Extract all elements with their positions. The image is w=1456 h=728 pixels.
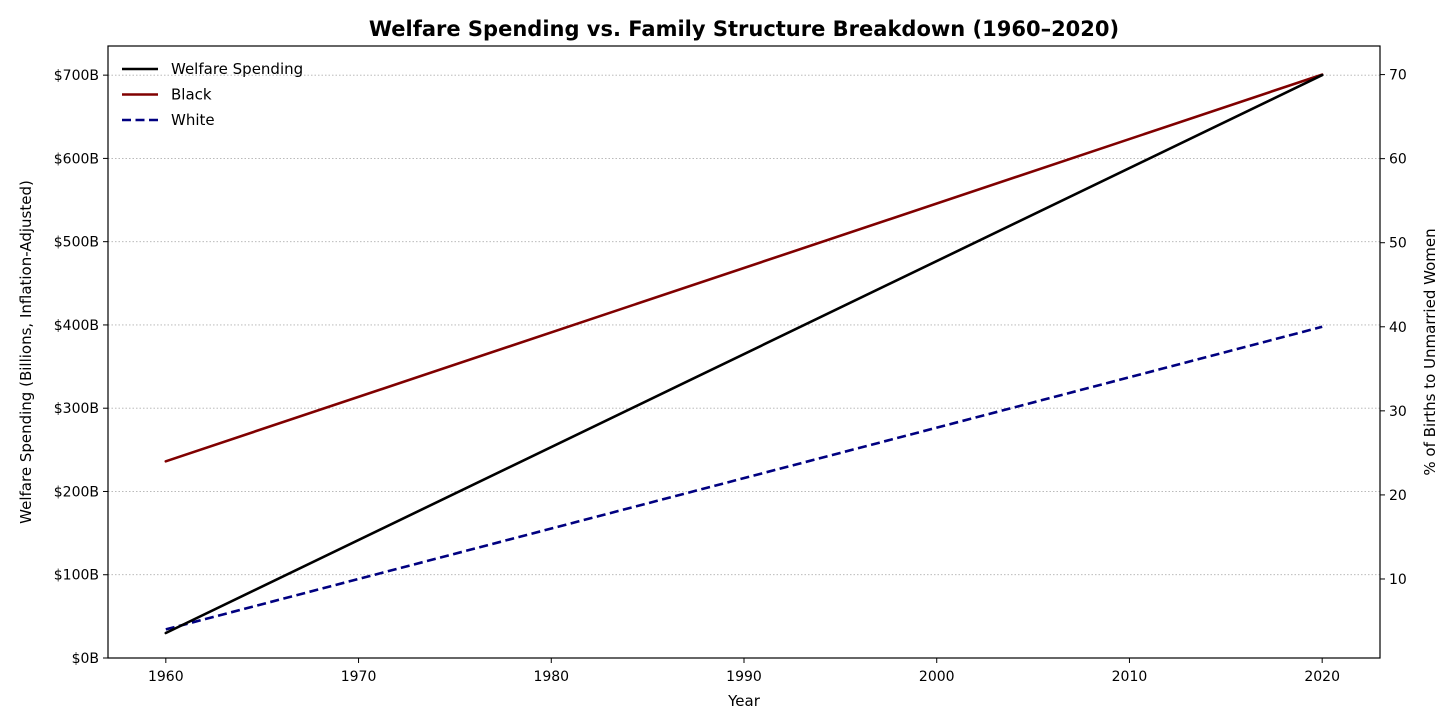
series-line-black — [164, 73, 1324, 463]
y-left-tick-label: $400B — [54, 318, 99, 334]
y-left-tick-label: $700B — [54, 68, 99, 84]
x-axis: 1960 1970 1980 1990 2000 2010 2020 — [148, 658, 1340, 685]
y-axis-right: 10 20 30 40 50 60 70 — [1380, 68, 1407, 588]
y-left-tick-label: $0B — [72, 651, 99, 667]
x-axis-label: Year — [727, 692, 761, 710]
x-tick-label: 2020 — [1304, 669, 1340, 685]
y-axis-right-label: % of Births to Unmarried Women — [1421, 228, 1439, 475]
series-layer — [164, 73, 1324, 635]
x-tick-label: 1970 — [341, 669, 377, 685]
legend-label: Black — [171, 86, 212, 104]
y-right-tick-label: 50 — [1389, 236, 1407, 252]
y-left-tick-label: $200B — [54, 484, 99, 500]
legend-label: Welfare Spending — [171, 60, 303, 78]
x-tick-label: 1960 — [148, 669, 184, 685]
y-right-tick-label: 10 — [1389, 572, 1407, 588]
x-tick-label: 1990 — [726, 669, 762, 685]
y-right-tick-label: 70 — [1389, 68, 1407, 84]
y-right-tick-label: 20 — [1389, 488, 1407, 504]
legend: Welfare Spending Black White — [122, 60, 303, 129]
series-line-white — [165, 325, 1323, 631]
x-tick-label: 2010 — [1112, 669, 1148, 685]
x-tick-label: 2000 — [919, 669, 955, 685]
y-left-tick-label: $500B — [54, 235, 99, 251]
y-left-tick-label: $600B — [54, 151, 99, 167]
chart-title: Welfare Spending vs. Family Structure Br… — [369, 17, 1119, 41]
y-axis-left: $0B $100B $200B $300B $400B $500B $600B $700B — [54, 68, 108, 667]
y-axis-left-label: Welfare Spending (Billions, Inflation-Ad… — [17, 180, 35, 524]
y-left-tick-label: $300B — [54, 401, 99, 417]
y-left-tick-label: $100B — [54, 568, 99, 584]
legend-label: White — [171, 111, 215, 129]
series-line-welfare-spending — [164, 73, 1324, 635]
y-right-tick-label: 60 — [1389, 152, 1407, 168]
y-right-tick-label: 40 — [1389, 320, 1407, 336]
y-right-tick-label: 30 — [1389, 404, 1407, 420]
x-tick-label: 1980 — [533, 669, 569, 685]
